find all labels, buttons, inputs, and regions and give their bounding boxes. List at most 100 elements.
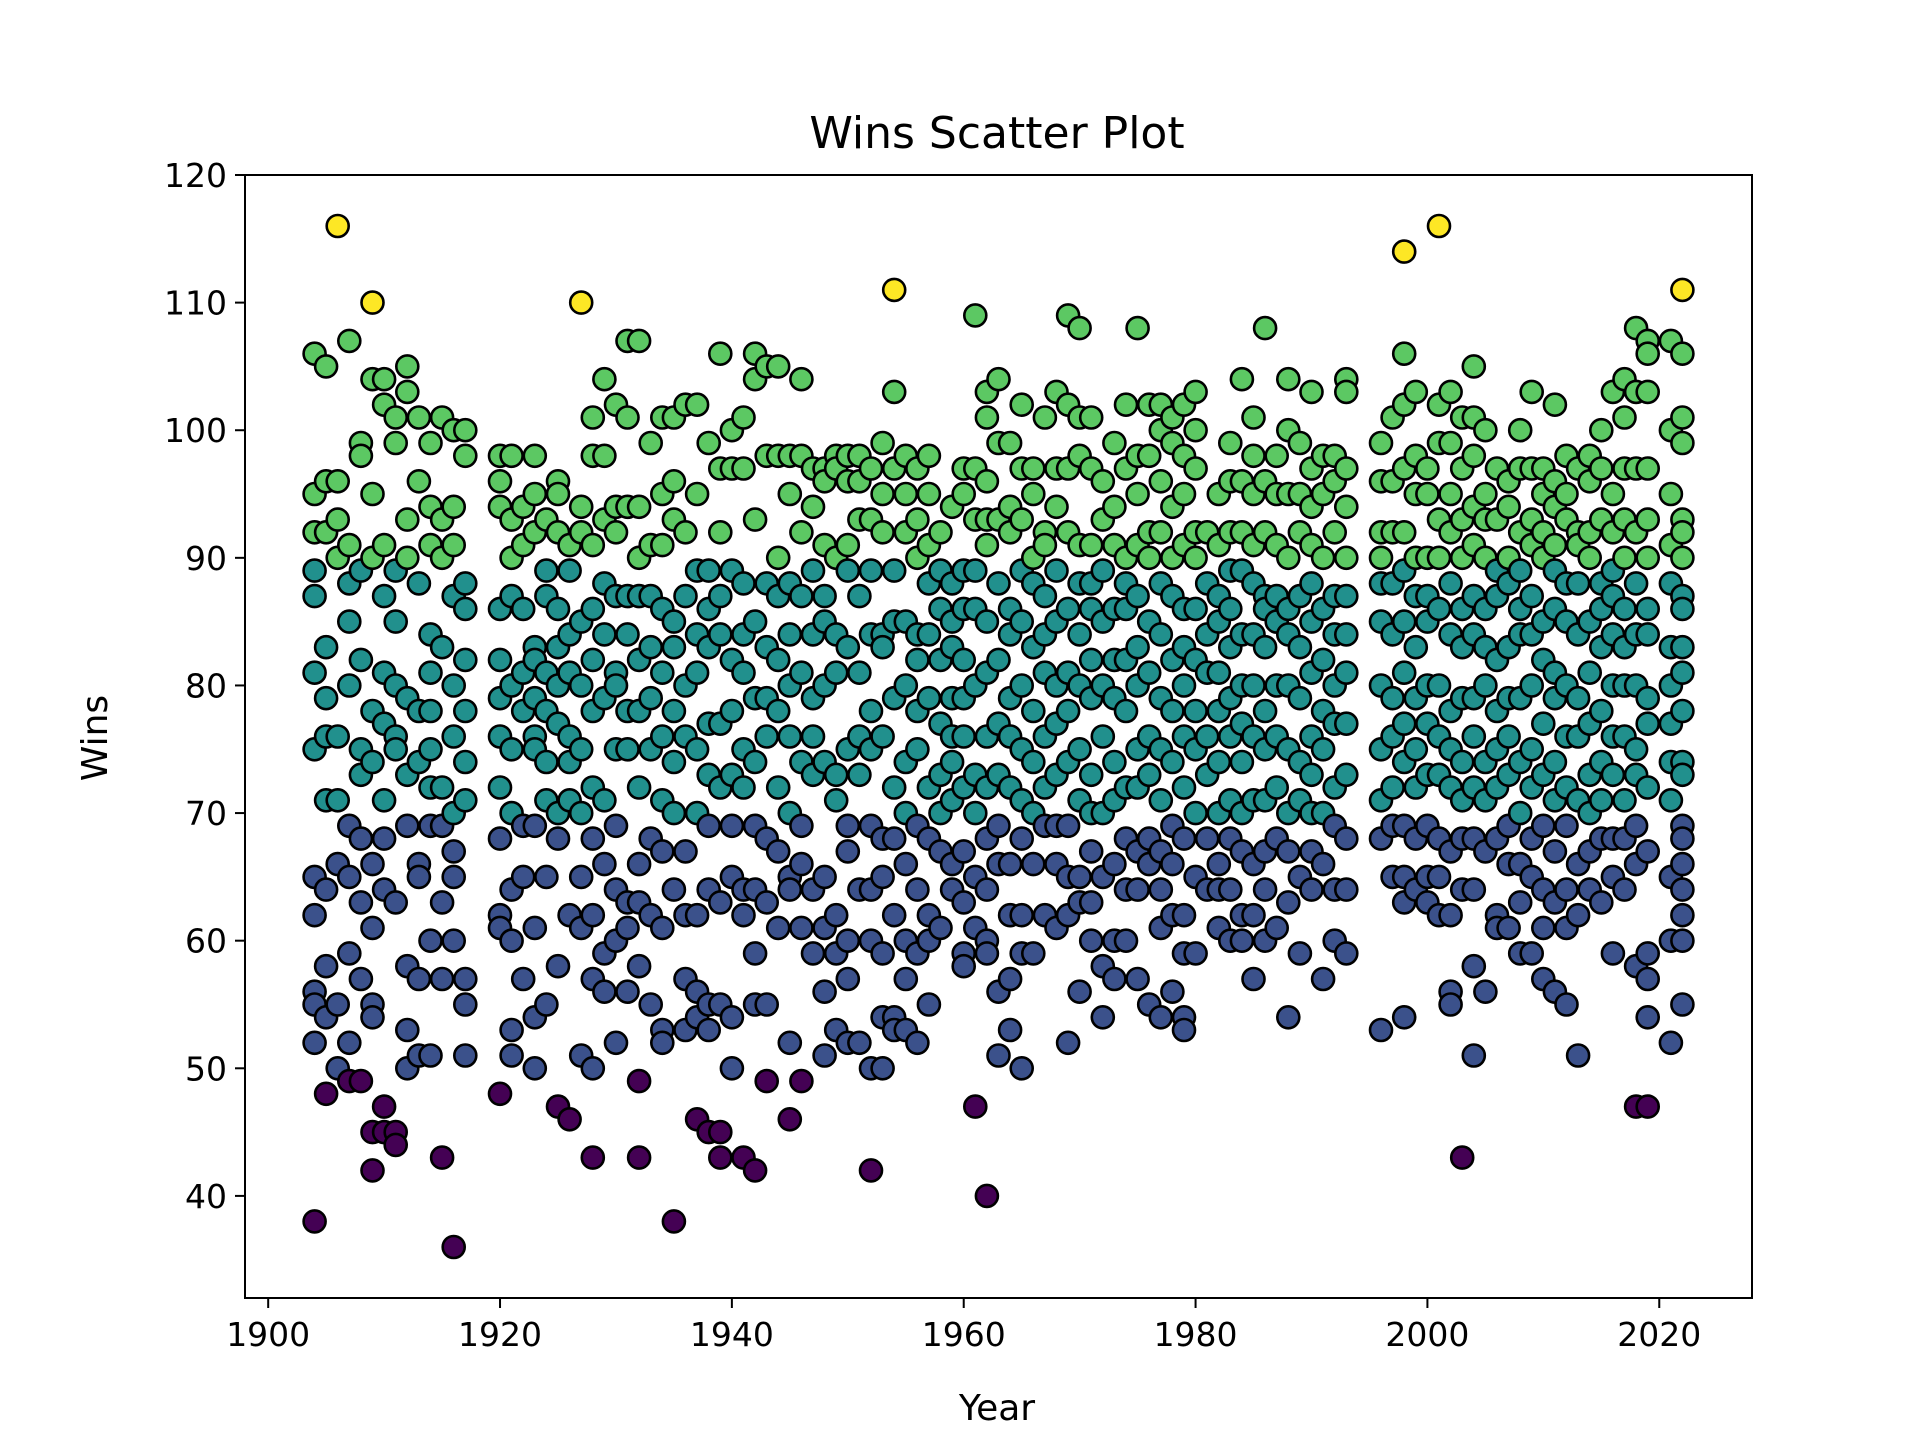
data-point	[360, 1004, 385, 1030]
data-point	[487, 468, 513, 494]
data-point	[348, 826, 374, 851]
data-point	[1635, 966, 1660, 992]
data-point	[1438, 481, 1463, 507]
data-point	[1438, 379, 1463, 405]
data-point	[1310, 966, 1336, 992]
data-point	[302, 1209, 327, 1234]
data-point	[383, 430, 409, 456]
data-point	[1183, 800, 1208, 826]
data-point	[1368, 545, 1394, 571]
data-point	[986, 1043, 1011, 1068]
data-point	[742, 749, 768, 775]
data-point	[499, 1043, 524, 1068]
data-point	[905, 1030, 930, 1056]
data-point	[557, 558, 582, 583]
data-point	[754, 890, 780, 915]
data-point	[1380, 775, 1405, 800]
data-point	[1021, 941, 1046, 966]
data-point	[1670, 877, 1695, 902]
data-point	[719, 813, 745, 839]
data-point	[336, 673, 362, 698]
data-point	[1426, 864, 1452, 890]
data-point	[812, 583, 837, 609]
data-point	[777, 481, 803, 507]
data-point	[1009, 826, 1035, 851]
data-point	[1334, 660, 1359, 686]
data-point	[1148, 877, 1174, 902]
data-point	[1542, 532, 1568, 558]
data-point	[986, 571, 1011, 596]
data-point	[800, 558, 826, 583]
data-point	[1415, 481, 1440, 507]
data-point	[1021, 851, 1046, 877]
data-point	[406, 405, 432, 430]
data-point	[1554, 877, 1579, 902]
data-point	[592, 622, 617, 647]
data-point	[1171, 826, 1197, 851]
data-point	[1600, 941, 1626, 966]
data-point	[1670, 634, 1695, 660]
data-point	[962, 800, 988, 826]
data-point	[580, 1056, 606, 1081]
y-tick-label: 120	[164, 156, 227, 195]
data-point	[638, 634, 664, 660]
data-point	[452, 443, 478, 469]
data-point	[336, 1030, 362, 1056]
data-point	[1623, 571, 1649, 596]
data-point	[823, 787, 849, 813]
data-point	[1044, 494, 1069, 520]
data-point	[951, 724, 977, 749]
data-point	[1067, 622, 1092, 647]
data-point	[1009, 609, 1035, 634]
data-point	[905, 877, 930, 902]
y-axis: 40 50 60 70 80 90 100 110 120	[164, 156, 245, 1216]
data-point	[1635, 622, 1660, 647]
data-point	[394, 813, 420, 839]
y-tick-label: 80	[185, 666, 227, 705]
data-point	[951, 890, 977, 915]
data-point	[406, 966, 432, 992]
data-point	[499, 443, 524, 469]
data-points	[302, 213, 1695, 1260]
data-point	[568, 736, 594, 762]
data-point	[1125, 966, 1150, 992]
x-tick-label: 2020	[1617, 1315, 1701, 1354]
data-point	[1078, 762, 1104, 788]
data-point	[487, 826, 513, 851]
data-point	[1635, 545, 1660, 571]
data-point	[1055, 698, 1081, 724]
data-point	[1670, 545, 1695, 571]
data-point	[997, 851, 1023, 877]
data-point	[800, 494, 826, 520]
data-point	[881, 277, 907, 303]
data-point	[1473, 673, 1498, 698]
data-point	[870, 724, 895, 749]
data-point	[974, 532, 1000, 558]
data-point	[916, 622, 942, 647]
data-point	[684, 902, 710, 928]
data-point	[441, 928, 467, 954]
data-point	[1055, 596, 1081, 622]
data-point	[1531, 915, 1556, 941]
data-point	[870, 1056, 895, 1081]
data-point	[1183, 456, 1208, 481]
data-point	[313, 354, 339, 379]
data-point	[1148, 622, 1174, 647]
data-point	[696, 1017, 722, 1043]
data-point	[812, 1043, 837, 1068]
data-point	[1635, 507, 1660, 532]
data-point	[1507, 558, 1533, 583]
data-point	[336, 328, 362, 354]
data-point	[499, 928, 524, 954]
data-point	[1078, 405, 1104, 430]
data-point	[1125, 634, 1150, 660]
data-point	[742, 941, 768, 966]
data-point	[1160, 749, 1185, 775]
data-point	[1136, 660, 1162, 686]
data-point	[325, 468, 351, 494]
data-point	[997, 1017, 1023, 1043]
data-point	[649, 724, 675, 749]
y-tick-label: 100	[164, 411, 227, 450]
data-point	[429, 890, 455, 915]
data-point	[1136, 545, 1162, 571]
